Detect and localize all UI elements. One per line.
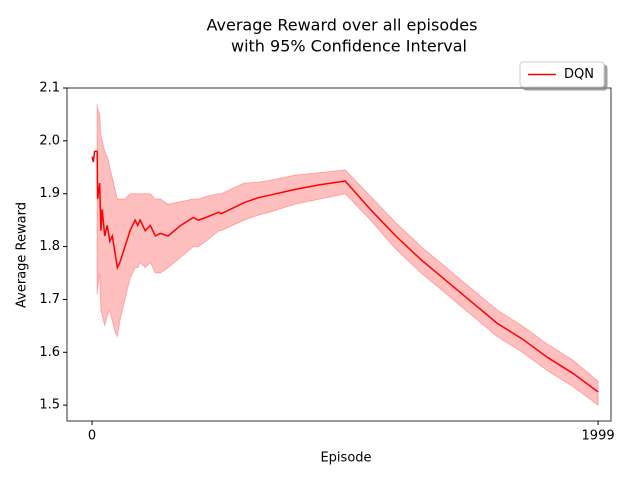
legend-label: DQN	[564, 67, 594, 82]
data-line	[91, 150, 599, 393]
y-tick-label: 1.6	[39, 345, 60, 360]
y-tick-label: 2.0	[39, 133, 60, 148]
confidence-band	[96, 103, 599, 407]
y-axis-label: Average Reward	[15, 202, 30, 308]
x-tick-label: 0	[88, 429, 96, 444]
y-tick-label: 1.7	[39, 292, 60, 307]
y-tick-label: 1.8	[39, 239, 60, 254]
x-axis-label: Episode	[320, 451, 371, 466]
x-tick-label: 1999	[582, 429, 615, 444]
y-tick-label: 2.1	[39, 81, 60, 96]
y-tick-label: 1.5	[39, 398, 60, 413]
plot-frame	[66, 87, 612, 422]
y-tick-label: 1.9	[39, 186, 60, 201]
chart-subtitle: with 95% Confidence Interval	[231, 37, 467, 56]
legend-box	[519, 61, 605, 88]
chart-title: Average Reward over all episodes	[207, 16, 478, 35]
